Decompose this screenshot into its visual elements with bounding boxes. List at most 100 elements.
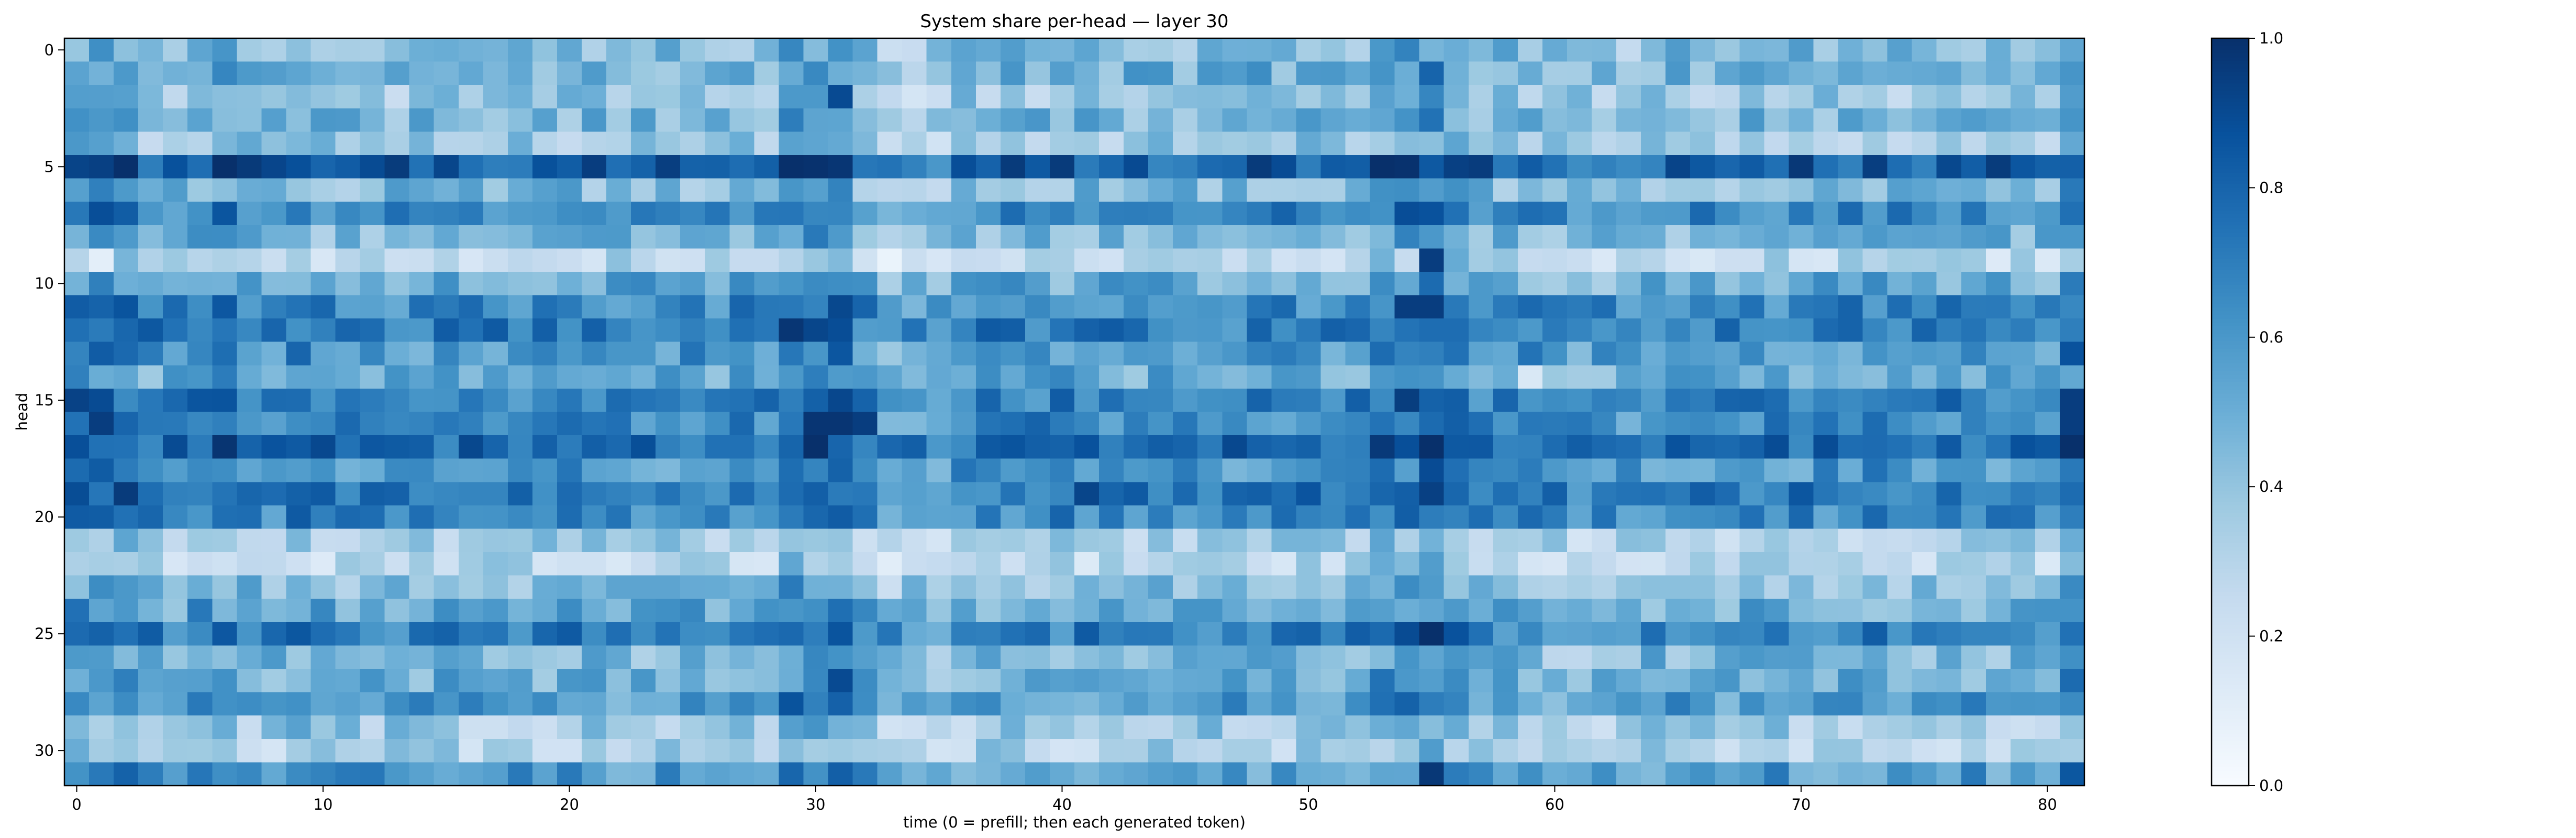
heatmap-cell [582, 738, 607, 763]
heatmap-cell [1148, 85, 1173, 109]
heatmap-cell [1124, 388, 1149, 413]
heatmap-cell [532, 248, 558, 272]
heatmap-cell [1222, 505, 1247, 530]
heatmap-cell [1616, 388, 1641, 413]
heatmap-cell [2035, 131, 2060, 156]
heatmap-cell [384, 458, 410, 482]
heatmap-cell [2035, 248, 2060, 272]
heatmap-cell [1148, 762, 1173, 786]
heatmap-cell [2035, 178, 2060, 202]
heatmap-cell [680, 318, 705, 343]
colorbar-band [2212, 389, 2249, 394]
heatmap-cell [1320, 365, 1346, 389]
heatmap-cell [1296, 108, 1322, 132]
heatmap-cell [1099, 622, 1124, 646]
heatmap-cell [458, 412, 484, 436]
heatmap-cell [951, 365, 976, 389]
heatmap-cell [163, 295, 188, 319]
heatmap-cell [1444, 225, 1469, 249]
heatmap-cell [557, 295, 582, 319]
heatmap-cell [335, 271, 361, 296]
heatmap-cell [483, 248, 508, 272]
heatmap-cell [1222, 271, 1247, 296]
heatmap-cell [1912, 131, 1937, 156]
heatmap-cell [1099, 412, 1124, 436]
heatmap-cell [1961, 552, 1986, 576]
heatmap-cell [434, 155, 459, 179]
heatmap-cell [754, 248, 780, 272]
heatmap-cell [1985, 248, 2011, 272]
heatmap-cell [1222, 669, 1247, 693]
heatmap-cell [483, 85, 508, 109]
heatmap-cell [705, 388, 730, 413]
heatmap-cell [1764, 225, 1790, 249]
heatmap-cell [163, 155, 188, 179]
colorbar-band [2212, 539, 2249, 544]
heatmap-cell [261, 155, 287, 179]
heatmap-cell [1271, 669, 1297, 693]
colorbar-band [2212, 356, 2249, 360]
heatmap-cell [507, 738, 533, 763]
heatmap-cell [212, 131, 237, 156]
heatmap-cell [483, 412, 508, 436]
heatmap-cell [1000, 505, 1026, 530]
heatmap-cell [1493, 341, 1518, 366]
heatmap-cell [1789, 692, 1814, 716]
heatmap-cell [483, 715, 508, 740]
heatmap-cell [1370, 669, 1395, 693]
heatmap-cell [187, 738, 213, 763]
heatmap-cell [64, 738, 90, 763]
heatmap-cell [1099, 388, 1124, 413]
heatmap-cell [1493, 738, 1518, 763]
heatmap-cell [286, 505, 312, 530]
heatmap-cell [1567, 202, 1592, 226]
heatmap-cell [1517, 388, 1543, 413]
heatmap-cell [729, 155, 754, 179]
colorbar-band [2212, 524, 2249, 528]
heatmap-cell [656, 645, 681, 669]
heatmap-cell [64, 202, 90, 226]
heatmap-cell [1936, 155, 1962, 179]
heatmap-cell [1320, 318, 1346, 343]
heatmap-cell [1000, 599, 1026, 623]
heatmap-cell [951, 202, 976, 226]
heatmap-cell [557, 155, 582, 179]
heatmap-cell [1271, 365, 1297, 389]
heatmap-cell [64, 85, 90, 109]
heatmap-cell [2010, 552, 2036, 576]
heatmap-cell [187, 715, 213, 740]
heatmap-cell [729, 599, 754, 623]
heatmap-cell [64, 131, 90, 156]
heatmap-cell [631, 318, 656, 343]
heatmap-cell [1345, 669, 1371, 693]
heatmap-cell [1345, 599, 1371, 623]
heatmap-cell [951, 295, 976, 319]
heatmap-cell [1296, 341, 1322, 366]
y-axis-label: head [13, 393, 31, 431]
heatmap-cell [114, 318, 139, 343]
heatmap-cell [458, 528, 484, 553]
heatmap-cell [187, 318, 213, 343]
heatmap-cell [1370, 85, 1395, 109]
heatmap-cell [1099, 178, 1124, 202]
heatmap-cell [483, 482, 508, 506]
heatmap-cell [1739, 692, 1764, 716]
heatmap-cell [631, 388, 656, 413]
heatmap-cell [1370, 108, 1395, 132]
heatmap-cell [1370, 412, 1395, 436]
heatmap-cell [779, 295, 804, 319]
heatmap-cell [1099, 669, 1124, 693]
heatmap-cell [1296, 318, 1322, 343]
heatmap-cell [1320, 458, 1346, 482]
heatmap-cell [1074, 108, 1100, 132]
colorbar-band [2212, 412, 2249, 416]
heatmap-cell [1049, 645, 1075, 669]
heatmap-cell [1345, 552, 1371, 576]
heatmap-cell [926, 38, 952, 62]
heatmap-cell [163, 528, 188, 553]
heatmap-cell [951, 738, 976, 763]
heatmap-cell [261, 341, 287, 366]
heatmap-cell [1049, 61, 1075, 85]
colorbar-band [2212, 348, 2249, 353]
heatmap-cell [458, 295, 484, 319]
